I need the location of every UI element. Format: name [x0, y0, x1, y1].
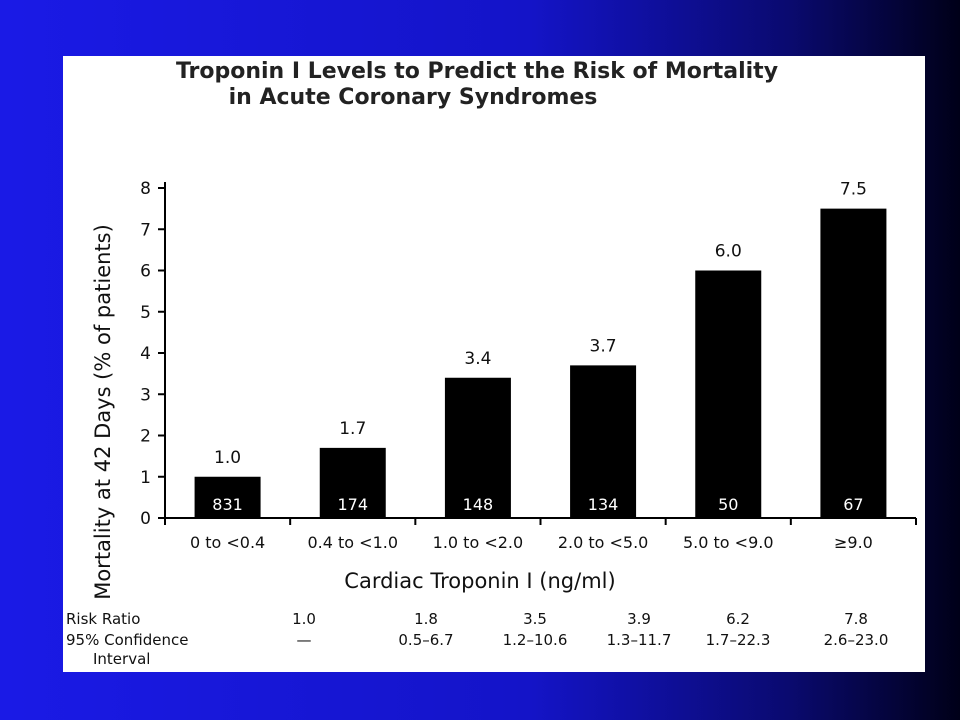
chart-panel: Troponin I Levels to Predict the Risk of…: [63, 56, 925, 672]
y-axis-title: Mortality at 42 Days (% of patients): [91, 224, 115, 600]
x-category-label: ≥9.0: [834, 533, 873, 552]
y-tick-label: 1: [140, 468, 151, 488]
confidence-interval-value: 1.3–11.7: [607, 631, 672, 649]
y-tick-label: 5: [140, 303, 151, 323]
bar: [194, 476, 261, 518]
bar-chart: Troponin I Levels to Predict the Risk of…: [66, 59, 917, 668]
confidence-interval-value: 1.7–22.3: [706, 631, 771, 649]
bar-patient-count: 831: [212, 495, 243, 514]
stats-table: 1.0 1.8 3.5 3.9 6.2 7.8 — 0.5–6.7 1.2–10.6 1.3–11…: [292, 610, 888, 649]
bar: [570, 365, 637, 518]
confidence-interval-value: 0.5–6.7: [398, 631, 453, 649]
risk-ratio-value: 6.2: [726, 610, 750, 628]
risk-ratio-label: Risk Ratio: [66, 610, 140, 628]
bar: [820, 208, 887, 518]
confidence-interval-label-line-2: Interval: [93, 650, 150, 668]
y-tick-label: 3: [140, 385, 151, 405]
bar-value-label: 1.0: [214, 448, 241, 468]
bar-value-label: 3.7: [590, 336, 617, 356]
x-category-label: 5.0 to <9.0: [683, 533, 774, 552]
x-category-label: 2.0 to <5.0: [558, 533, 649, 552]
confidence-interval-value: 2.6–23.0: [824, 631, 889, 649]
y-tick-label: 6: [140, 262, 151, 282]
bar: [444, 377, 511, 518]
y-tick-label: 0: [140, 509, 151, 529]
bar: [319, 447, 386, 518]
risk-ratio-value: 3.5: [523, 610, 547, 628]
bar-patient-count: 134: [588, 495, 619, 514]
bar-patient-count: 67: [843, 495, 863, 514]
confidence-interval-value: 1.2–10.6: [503, 631, 568, 649]
bar-patient-count: 174: [337, 495, 368, 514]
bar-value-label: 3.4: [464, 349, 491, 369]
confidence-interval-value: —: [297, 631, 312, 649]
bar-value-label: 7.5: [840, 180, 867, 200]
risk-ratio-value: 1.8: [414, 610, 438, 628]
bar: [695, 270, 762, 518]
risk-ratio-value: 1.0: [292, 610, 316, 628]
chart-title-line-2: in Acute Coronary Syndromes: [229, 85, 598, 110]
confidence-interval-label-line-1: 95% Confidence: [66, 631, 188, 649]
risk-ratio-value: 3.9: [627, 610, 651, 628]
x-category-label: 1.0 to <2.0: [433, 533, 524, 552]
bar-value-label: 6.0: [715, 242, 742, 262]
x-axis-title: Cardiac Troponin I (ng/ml): [344, 569, 615, 593]
y-tick-label: 2: [140, 427, 151, 447]
y-tick-label: 4: [140, 344, 151, 364]
x-category-label: 0 to <0.4: [190, 533, 265, 552]
bar-patient-count: 50: [718, 495, 738, 514]
bar-patient-count: 148: [463, 495, 494, 514]
y-tick-label: 8: [140, 179, 151, 199]
y-tick-label: 7: [140, 220, 151, 240]
risk-ratio-value: 7.8: [844, 610, 868, 628]
bar-value-label: 1.7: [339, 419, 366, 439]
chart-title-line-1: Troponin I Levels to Predict the Risk of…: [176, 59, 778, 84]
x-category-label: 0.4 to <1.0: [307, 533, 398, 552]
